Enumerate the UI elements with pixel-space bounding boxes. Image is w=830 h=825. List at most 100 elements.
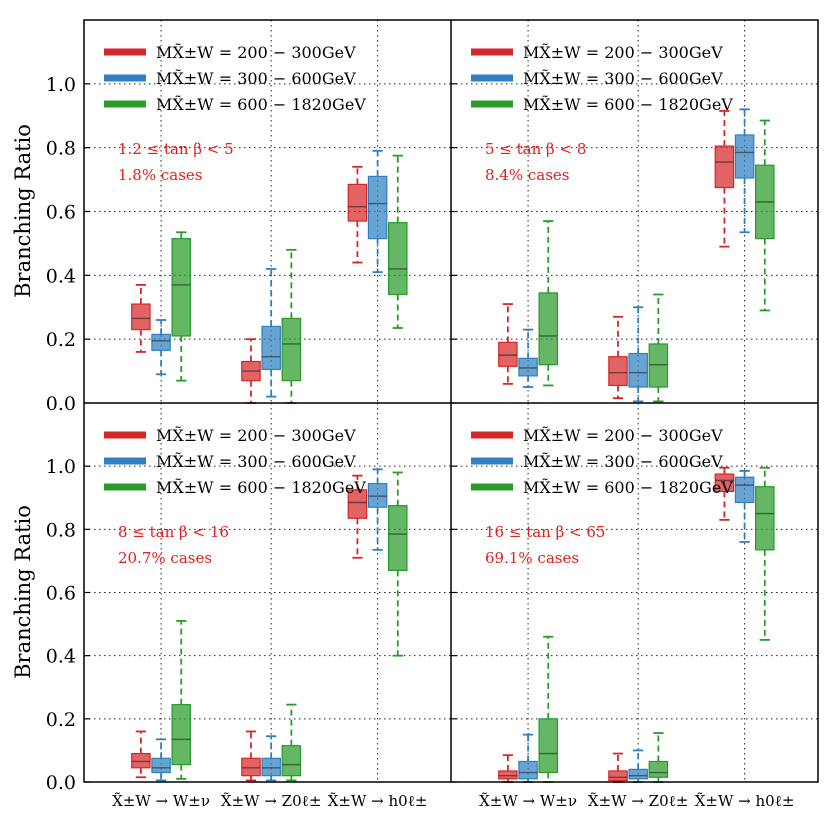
box-bottom-right-g2-s0 (714, 466, 735, 521)
box-bottom-right-g0-s0 (498, 754, 518, 783)
box-top-right-g0-s2 (538, 220, 559, 387)
box-top-right-g0-s1 (518, 328, 538, 388)
annotation-text: 16 ≤ tan β < 65 (485, 523, 605, 541)
box-bottom-left-g0-s1 (151, 738, 171, 782)
box-bottom-right-g1-s2 (648, 732, 669, 783)
box-iqr (498, 770, 518, 780)
box-iqr (734, 476, 755, 504)
box-iqr (608, 356, 628, 387)
box-iqr (347, 183, 368, 222)
box-iqr (388, 505, 408, 571)
annotation-text: 1.2 ≤ tan β < 5 (118, 140, 234, 158)
legend-label: MX̃±W = 300 − 600GeV (523, 69, 723, 88)
annotation-text: 5 ≤ tan β < 8 (485, 140, 586, 158)
annotation-text: 69.1% cases (485, 549, 579, 567)
legend-label: MX̃±W = 200 − 300GeV (523, 43, 723, 62)
box-iqr (518, 357, 538, 377)
annotation-text: 1.8% cases (118, 166, 203, 184)
box-bottom-right-g2-s1 (734, 470, 755, 543)
box-iqr (388, 222, 408, 296)
box-bottom-left-g1-s0 (241, 730, 261, 782)
panel-top-left: MX̃±W = 200 − 300GeV MX̃±W = 300 − 600GeV… (46, 20, 451, 415)
box-iqr (648, 343, 669, 388)
box-bottom-right-g1-s1 (628, 749, 648, 783)
legend-label: MX̃±W = 300 − 600GeV (523, 452, 723, 471)
box-iqr (498, 341, 518, 367)
box-iqr (281, 745, 302, 777)
y-tick-label: 0.4 (46, 265, 76, 287)
box-top-left-g1-s1 (261, 268, 281, 398)
y-tick-label: 0.0 (46, 772, 76, 794)
box-iqr (608, 770, 628, 782)
box-top-right-g2-s1 (734, 108, 755, 234)
legend-label: MX̃±W = 200 − 300GeV (156, 43, 356, 62)
x-category-label: X̃±W → W±ν (479, 792, 577, 810)
box-top-right-g1-s1 (628, 306, 648, 403)
box-bottom-left-g2-s0 (347, 474, 368, 559)
box-top-right-g1-s0 (608, 315, 628, 400)
box-iqr (281, 317, 302, 382)
box-iqr (755, 486, 775, 551)
y-tick-label: 1.0 (46, 456, 76, 478)
annotation-text: 20.7% cases (118, 549, 212, 567)
box-iqr (538, 292, 559, 366)
y-axis-label-bottom: Branching Ratio (11, 505, 35, 679)
annotation-text: 8 ≤ tan β < 16 (118, 523, 229, 541)
panel-bottom-right: MX̃±W = 200 − 300GeV MX̃±W = 300 − 600GeV… (451, 403, 818, 783)
box-bottom-right-g1-s0 (608, 752, 628, 783)
box-iqr (628, 768, 648, 780)
box-iqr (261, 757, 281, 777)
box-bottom-left-g0-s0 (131, 730, 151, 779)
box-iqr (171, 238, 192, 337)
box-iqr (151, 757, 171, 774)
y-axis-label-top: Branching Ratio (11, 124, 35, 298)
box-iqr (347, 489, 368, 519)
box-iqr (628, 352, 648, 388)
box-iqr (131, 303, 151, 331)
box-iqr (538, 718, 559, 774)
legend-label: MX̃±W = 600 − 1820GeV (156, 95, 366, 114)
box-bottom-left-g1-s2 (281, 703, 302, 782)
legend-label: MX̃±W = 300 − 600GeV (156, 452, 356, 471)
box-top-left-g2-s1 (367, 149, 388, 274)
y-tick-label: 0.2 (46, 329, 76, 351)
y-tick-label: 1.0 (46, 74, 76, 96)
legend-label: MX̃±W = 600 − 1820GeV (156, 478, 366, 497)
box-top-right-g2-s0 (714, 110, 735, 248)
box-iqr (714, 145, 735, 189)
box-iqr (151, 333, 171, 351)
x-category-label: X̃±W → h0ℓ± (695, 792, 795, 810)
box-iqr (261, 325, 281, 371)
panel-top-right: MX̃±W = 200 − 300GeV MX̃±W = 300 − 600GeV… (451, 20, 818, 404)
box-iqr (131, 752, 151, 769)
box-bottom-right-g0-s2 (538, 635, 559, 783)
box-iqr (714, 473, 735, 493)
box-bottom-left-g2-s1 (367, 468, 388, 551)
box-top-right-g0-s0 (498, 303, 518, 385)
box-top-left-g0-s1 (151, 319, 171, 376)
box-top-right-g1-s2 (648, 293, 669, 403)
box-top-left-g1-s0 (241, 338, 261, 404)
y-tick-label: 0.6 (46, 202, 76, 224)
box-iqr (648, 760, 669, 778)
legend-label: MX̃±W = 200 − 300GeV (523, 426, 723, 445)
y-tick-label: 0.4 (46, 646, 76, 668)
box-top-left-g1-s2 (281, 248, 302, 404)
y-tick-label: 0.8 (46, 138, 76, 160)
y-tick-label: 0.2 (46, 709, 76, 731)
box-top-left-g0-s2 (171, 231, 192, 382)
annotation-text: 8.4% cases (485, 166, 570, 184)
panel-bottom-left: MX̃±W = 200 − 300GeV MX̃±W = 300 − 600GeV… (46, 403, 451, 794)
x-category-label: X̃±W → h0ℓ± (328, 792, 428, 810)
box-bottom-left-g0-s2 (171, 620, 192, 780)
x-category-label: X̃±W → Z0ℓ± (221, 792, 322, 810)
legend-label: MX̃±W = 300 − 600GeV (156, 69, 356, 88)
box-iqr (518, 760, 538, 780)
box-top-left-g2-s0 (347, 165, 368, 264)
box-iqr (367, 482, 388, 508)
legend-label: MX̃±W = 600 − 1820GeV (523, 95, 733, 114)
box-bottom-right-g2-s2 (755, 466, 775, 641)
box-bottom-left-g2-s2 (388, 471, 408, 657)
